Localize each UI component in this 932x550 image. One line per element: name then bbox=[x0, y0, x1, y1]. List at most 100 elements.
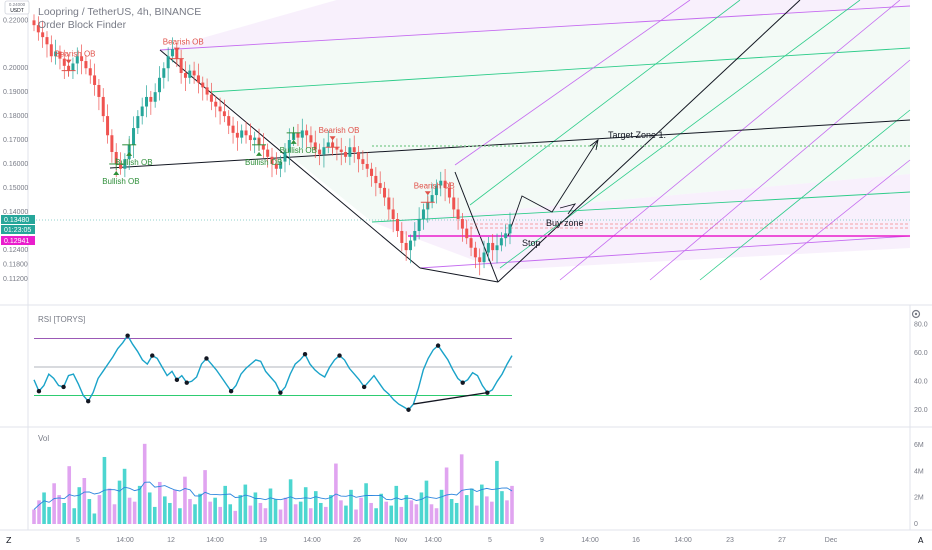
candle-body[interactable] bbox=[110, 135, 114, 152]
candle-body[interactable] bbox=[54, 51, 58, 57]
volume-bar[interactable] bbox=[394, 485, 399, 524]
volume-bar[interactable] bbox=[137, 485, 142, 524]
volume-bar[interactable] bbox=[449, 499, 454, 524]
candle-body[interactable] bbox=[486, 242, 490, 253]
volume-bar[interactable] bbox=[349, 489, 353, 524]
candle-body[interactable] bbox=[296, 132, 300, 138]
candle-body[interactable] bbox=[370, 168, 374, 176]
volume-bar[interactable] bbox=[42, 492, 46, 524]
projected-path[interactable] bbox=[507, 138, 599, 237]
rsi-pane-title[interactable]: RSI [TORYS] bbox=[38, 315, 85, 324]
candle-body[interactable] bbox=[309, 135, 313, 143]
volume-bar[interactable] bbox=[233, 510, 238, 524]
candle-body[interactable] bbox=[196, 75, 200, 83]
volume-bar[interactable] bbox=[288, 479, 293, 524]
candle-body[interactable] bbox=[443, 180, 447, 188]
candle-body[interactable] bbox=[387, 197, 391, 210]
candle-body[interactable] bbox=[348, 147, 352, 157]
candle-body[interactable] bbox=[106, 116, 110, 136]
fork-ray[interactable] bbox=[559, 0, 901, 281]
volume-bar[interactable] bbox=[273, 499, 278, 524]
volume-bar[interactable] bbox=[213, 497, 217, 524]
trend-line-channel[interactable] bbox=[497, 0, 801, 283]
volume-bar[interactable] bbox=[238, 495, 243, 524]
candle-body[interactable] bbox=[97, 84, 101, 97]
candle-body[interactable] bbox=[192, 70, 196, 76]
fork-ray[interactable] bbox=[699, 109, 911, 281]
candle-body[interactable] bbox=[266, 149, 270, 157]
volume-bar[interactable] bbox=[480, 484, 484, 524]
volume-bar[interactable] bbox=[434, 508, 439, 524]
candle-body[interactable] bbox=[123, 159, 127, 169]
candle-body[interactable] bbox=[417, 219, 421, 231]
volume-bar[interactable] bbox=[223, 485, 227, 524]
candle-body[interactable] bbox=[504, 233, 508, 239]
volume-bar[interactable] bbox=[208, 501, 212, 524]
trend-line-base[interactable] bbox=[419, 267, 499, 283]
candle-body[interactable] bbox=[166, 56, 170, 69]
candle-body[interactable] bbox=[274, 163, 278, 169]
candle-body[interactable] bbox=[395, 219, 399, 231]
candle-body[interactable] bbox=[218, 106, 222, 112]
volume-bar[interactable] bbox=[248, 505, 253, 524]
volume-bar[interactable] bbox=[424, 480, 429, 524]
candle-body[interactable] bbox=[421, 209, 425, 220]
candle-body[interactable] bbox=[149, 96, 153, 102]
volume-bar[interactable] bbox=[303, 487, 308, 524]
fork-ray[interactable] bbox=[649, 59, 911, 281]
candle-body[interactable] bbox=[49, 44, 53, 57]
rsi-pane[interactable] bbox=[33, 333, 513, 412]
volume-bar[interactable] bbox=[188, 499, 192, 524]
pitchfork-median-lower[interactable] bbox=[371, 191, 911, 223]
volume-bar[interactable] bbox=[324, 506, 328, 524]
candle-body[interactable] bbox=[145, 96, 149, 107]
candle-body[interactable] bbox=[119, 163, 123, 169]
candle-body[interactable] bbox=[499, 238, 503, 246]
candle-body[interactable] bbox=[71, 63, 75, 71]
candle-body[interactable] bbox=[136, 116, 140, 129]
volume-bar[interactable] bbox=[37, 500, 41, 524]
volume-bar[interactable] bbox=[308, 508, 313, 524]
volume-bar[interactable] bbox=[500, 491, 504, 524]
volume-bar[interactable] bbox=[112, 504, 117, 524]
volume-bar[interactable] bbox=[253, 492, 258, 524]
auto-scale-icon[interactable]: A bbox=[918, 536, 924, 545]
candle-body[interactable] bbox=[153, 92, 157, 102]
volume-bar[interactable] bbox=[369, 502, 373, 524]
volume-bar[interactable] bbox=[132, 501, 137, 524]
candle-body[interactable] bbox=[391, 209, 395, 220]
candle-body[interactable] bbox=[465, 228, 469, 239]
volume-bar[interactable] bbox=[92, 513, 97, 524]
candle-body[interactable] bbox=[170, 49, 174, 57]
candle-body[interactable] bbox=[157, 77, 161, 93]
candle-body[interactable] bbox=[326, 142, 330, 148]
volume-bar[interactable] bbox=[183, 476, 187, 524]
candle-body[interactable] bbox=[132, 128, 136, 145]
volume-bar[interactable] bbox=[163, 496, 167, 524]
candle-body[interactable] bbox=[300, 130, 304, 138]
volume-bar[interactable] bbox=[87, 499, 92, 524]
candle-body[interactable] bbox=[374, 175, 378, 184]
candle-body[interactable] bbox=[318, 149, 322, 155]
timezone-icon[interactable]: Z bbox=[6, 536, 12, 545]
volume-bar[interactable] bbox=[384, 501, 389, 524]
volume-bar[interactable] bbox=[454, 502, 459, 524]
candle-body[interactable] bbox=[473, 247, 477, 258]
candle-body[interactable] bbox=[344, 152, 348, 157]
volume-bar[interactable] bbox=[268, 488, 273, 524]
volume-bar[interactable] bbox=[62, 502, 66, 524]
volume-bar[interactable] bbox=[510, 485, 514, 524]
volume-bar[interactable] bbox=[52, 483, 56, 524]
volume-bar[interactable] bbox=[469, 488, 474, 524]
volume-bar[interactable] bbox=[82, 478, 87, 524]
candle-body[interactable] bbox=[101, 96, 105, 117]
candle-body[interactable] bbox=[188, 70, 192, 78]
candle-body[interactable] bbox=[140, 106, 144, 117]
volume-bar[interactable] bbox=[228, 504, 233, 524]
candle-body[interactable] bbox=[322, 147, 326, 155]
candle-body[interactable] bbox=[439, 180, 443, 186]
volume-bar[interactable] bbox=[32, 509, 36, 524]
candle-body[interactable] bbox=[413, 230, 417, 241]
candle-body[interactable] bbox=[88, 68, 92, 76]
candle-body[interactable] bbox=[93, 75, 97, 85]
